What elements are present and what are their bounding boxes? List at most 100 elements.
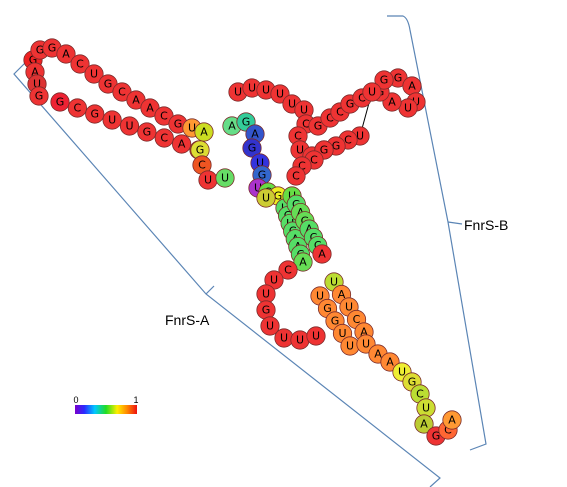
colorbar [75,405,137,414]
nucleotide-circle [70,54,90,74]
nucleotide-letter: A [228,120,236,133]
nucleotide-circle [29,86,49,106]
nucleotide-u: U [340,336,360,356]
nucleotide-letter: C [160,132,168,145]
nucleotide-u: U [242,78,262,98]
nucleotide-circle [242,138,262,158]
nucleotide-letter: C [294,130,302,143]
nucleotide-g: G [50,92,70,112]
nucleotide-u: U [362,82,382,102]
nucleotide-letter: A [338,288,346,301]
nucleotide-circle [414,414,434,434]
nucleotide-letter: C [444,424,452,437]
nucleotide-letter: U [300,104,308,117]
nucleotide-circle [215,168,235,188]
nucleotide-circle [67,98,87,118]
nucleotide-letter: C [416,388,424,401]
nucleotide-circle [85,104,105,124]
nucleotide-letter: U [362,338,370,351]
nucleotide-circle [50,92,70,112]
colorbar-max-label: 1 [133,395,138,405]
nucleotide-circle [362,82,382,102]
nucleotide-letter: U [125,120,133,133]
nucleotide-u: U [84,64,104,84]
nucleotide-circle [260,316,280,336]
nucleotide-letter: C [310,154,318,167]
nucleotide-letter: U [398,366,406,379]
nucleotide-circle [194,122,214,142]
nucleotide-letter: C [198,159,206,172]
nucleotide-u: U [256,188,276,208]
bracket-fnrs-b-tick [447,221,463,225]
nucleotide-letter: A [31,66,39,79]
nucleotide-letter: G [36,44,45,57]
label-fnrs-a: FnrS-A [165,312,210,328]
nucleotide-letter: U [262,192,270,205]
nucleotide-letter: G [56,96,65,109]
nucleotide-u: U [416,398,436,418]
nucleotide-letter: G [320,144,329,157]
nucleotide-circle [278,260,298,280]
nucleotide-letter: U [356,130,364,143]
nucleotide-letter: A [388,96,396,109]
nucleotide-circle [56,44,76,64]
nucleotide-letter: U [316,290,324,303]
nucleotide-letter: A [408,80,416,93]
nucleotide-g: G [374,70,394,90]
nucleotide-letter: A [178,138,186,151]
label-fnrs-b: FnrS-B [464,217,508,233]
nucleotide-letter: U [262,84,270,97]
bracket-fnrs-a-tick [205,285,215,295]
nucleotide-letter: G [332,140,341,153]
nucleotide-u: U [290,330,310,350]
nucleotide-letter: G [48,42,57,55]
nucleotide-letter: A [360,326,368,339]
nucleotide-letter: G [331,315,340,328]
nucleotide-letter: G [248,142,257,155]
nucleotide-layer: GAUGGCGUUGCACGGACUGCAACGUAGCUUAGAGUGUCGU… [23,38,462,446]
nucleotide-g: G [256,300,276,320]
nucleotide-a: A [140,98,160,118]
nucleotide-letter: G [104,78,113,91]
nucleotide-letter: A [299,256,307,269]
nucleotide-letter: C [76,58,84,71]
nucleotide-circle [306,326,326,346]
nucleotide-letter: G [143,126,152,139]
nucleotide-u: U [260,316,280,336]
nucleotide-a: A [442,410,462,430]
nucleotide-letter: C [74,102,82,115]
nucleotide-letter: G [262,304,271,317]
nucleotide-c: C [67,98,87,118]
nucleotide-circle [374,70,394,90]
nucleotide-letter: A [251,128,259,141]
nucleotide-circle [84,64,104,84]
colorbar-min-label: 0 [73,395,78,405]
nucleotide-letter: U [296,334,304,347]
nucleotide-letter: U [270,274,278,287]
nucleotide-a: A [194,122,214,142]
nucleotide-u: U [102,110,122,130]
nucleotide-letter: C [344,134,352,147]
nucleotide-letter: C [292,170,300,183]
nucleotide-c: C [286,166,306,186]
nucleotide-g: G [137,122,157,142]
nucleotide-letter: A [318,248,326,261]
nucleotide-c: C [154,128,174,148]
nucleotide-letter: G [274,190,283,203]
nucleotide-a: A [56,44,76,64]
nucleotide-letter: U [345,301,353,314]
nucleotide-letter: A [386,356,394,369]
nucleotide-letter: U [254,182,262,195]
nucleotide-circle [256,188,276,208]
nucleotide-letter: C [302,118,310,131]
nucleotide-letter: U [312,330,320,343]
nucleotide-letter: C [326,112,334,125]
nucleotide-letter: U [296,144,304,157]
nucleotide-letter: U [422,402,430,415]
nucleotide-letter: U [256,157,264,170]
nucleotide-letter: A [146,102,154,115]
nucleotide-c: C [154,106,174,126]
nucleotide-letter: G [323,302,332,315]
